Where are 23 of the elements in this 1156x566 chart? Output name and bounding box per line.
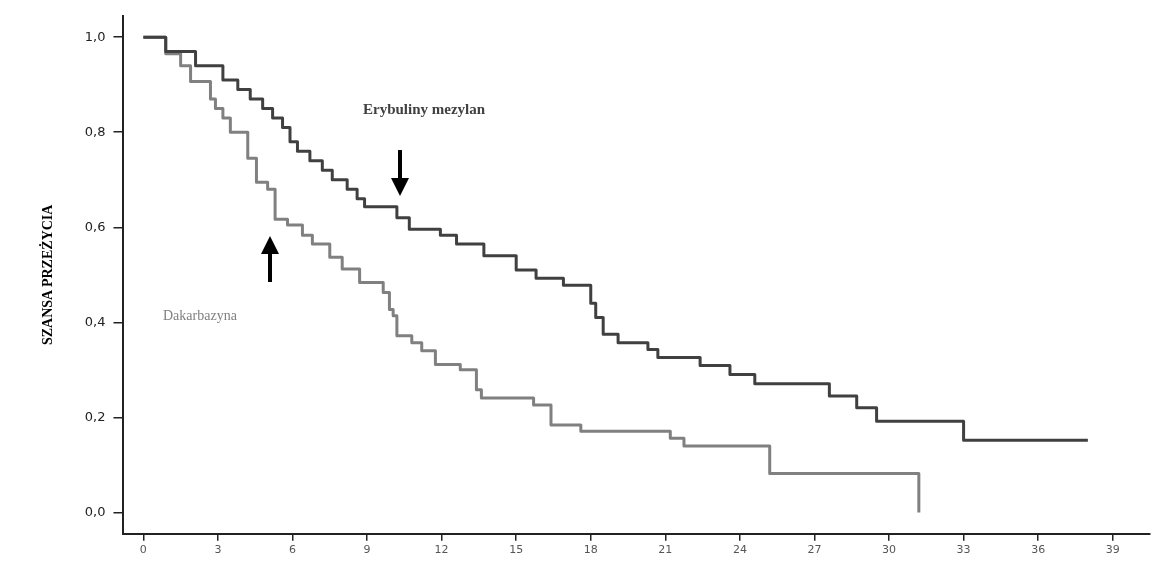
- x-tick-label: 39: [1105, 543, 1120, 557]
- x-tick-label: 12: [434, 543, 449, 557]
- text: Dakarbazyna: [163, 307, 238, 323]
- x-tick-label: 15: [509, 543, 524, 557]
- x-tick-label: 9: [363, 543, 371, 557]
- y-tick-label: 0,6: [84, 218, 106, 234]
- x-tick-label: 21: [658, 543, 673, 557]
- y-tick-label: 0,4: [84, 313, 106, 329]
- x-tick-label: 33: [956, 543, 971, 557]
- y-tick-label: 1,0: [84, 28, 106, 44]
- y-tick-label: 0,2: [84, 408, 106, 424]
- x-tick-label: 24: [732, 543, 747, 557]
- y-axis-title: SZANSA PRZEŻYCIA: [39, 203, 56, 346]
- x-tick-label: 27: [807, 543, 822, 557]
- y-tick-label: 0,8: [84, 123, 106, 139]
- text: Erybuliny mezylan: [363, 100, 486, 117]
- y-tick-label: 0,0: [84, 503, 106, 519]
- x-tick-label: 3: [214, 543, 222, 557]
- x-tick-label: 0: [139, 543, 147, 557]
- x-tick-label: 18: [583, 543, 598, 557]
- x-tick-label: 30: [882, 543, 897, 557]
- x-tick-label: 6: [288, 543, 296, 557]
- x-tick-label: 36: [1031, 543, 1046, 557]
